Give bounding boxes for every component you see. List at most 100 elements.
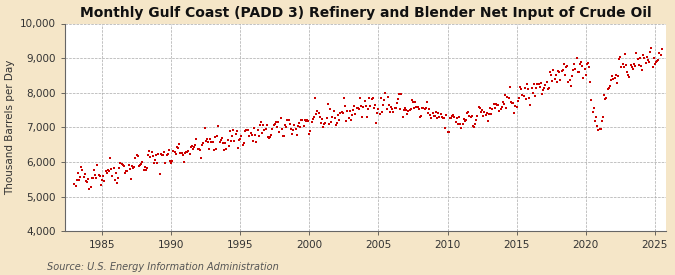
Point: [471, 118, 482, 123]
Point: [169, 150, 180, 154]
Point: [148, 161, 159, 166]
Point: [656, 46, 667, 51]
Point: [300, 119, 311, 123]
Point: [95, 173, 105, 178]
Point: [344, 109, 355, 113]
Point: [307, 117, 318, 122]
Point: [478, 113, 489, 118]
Point: [95, 182, 106, 187]
Point: [610, 73, 621, 77]
Point: [197, 143, 208, 148]
Point: [294, 121, 304, 125]
Point: [468, 124, 479, 128]
Point: [620, 63, 631, 68]
Point: [446, 116, 456, 120]
Point: [558, 68, 568, 72]
Point: [244, 134, 255, 139]
Point: [126, 177, 136, 181]
Point: [289, 123, 300, 127]
Point: [470, 122, 481, 126]
Point: [327, 115, 338, 119]
Point: [248, 126, 259, 131]
Point: [402, 112, 412, 116]
Point: [111, 171, 122, 175]
Point: [479, 109, 490, 114]
Point: [593, 128, 604, 133]
Point: [191, 137, 202, 142]
Point: [652, 59, 663, 63]
Point: [132, 154, 143, 158]
Point: [570, 67, 580, 71]
Point: [370, 103, 381, 107]
Point: [566, 84, 576, 88]
Point: [308, 115, 319, 119]
Point: [320, 121, 331, 125]
Point: [194, 147, 205, 151]
Point: [571, 56, 582, 60]
Point: [554, 70, 565, 74]
Point: [220, 141, 231, 145]
Point: [217, 136, 227, 140]
Point: [546, 73, 557, 78]
Point: [312, 109, 323, 113]
Point: [651, 60, 661, 65]
Point: [392, 101, 402, 106]
Point: [543, 86, 554, 90]
Point: [416, 114, 427, 118]
Point: [350, 112, 361, 117]
Point: [199, 126, 210, 130]
Point: [341, 119, 352, 123]
Title: Monthly Gulf Coast (PADD 3) Refinery and Blender Net Input of Crude Oil: Monthly Gulf Coast (PADD 3) Refinery and…: [80, 6, 651, 20]
Point: [643, 57, 653, 62]
Point: [183, 148, 194, 153]
Point: [475, 109, 486, 114]
Point: [252, 128, 263, 132]
Point: [174, 141, 185, 146]
Point: [121, 169, 132, 173]
Point: [155, 151, 166, 156]
Point: [501, 106, 512, 110]
Point: [260, 127, 271, 132]
Point: [198, 141, 209, 145]
Point: [75, 175, 86, 180]
Point: [516, 87, 526, 92]
Point: [616, 65, 627, 69]
Point: [637, 67, 647, 72]
Point: [405, 107, 416, 111]
Point: [564, 78, 575, 82]
Point: [387, 106, 398, 111]
Point: [548, 68, 559, 72]
Point: [514, 85, 525, 89]
Point: [395, 107, 406, 112]
Point: [288, 128, 298, 133]
Point: [366, 97, 377, 101]
Point: [494, 109, 505, 114]
Point: [413, 107, 424, 111]
Point: [576, 60, 587, 64]
Point: [325, 107, 335, 112]
Point: [421, 106, 431, 110]
Point: [423, 110, 433, 115]
Point: [123, 163, 134, 167]
Point: [235, 137, 246, 142]
Point: [205, 137, 216, 141]
Point: [98, 174, 109, 178]
Point: [510, 103, 521, 108]
Point: [519, 86, 530, 91]
Point: [107, 174, 118, 178]
Point: [527, 91, 538, 95]
Point: [597, 118, 608, 123]
Point: [535, 85, 545, 90]
Point: [435, 111, 446, 116]
Point: [296, 118, 306, 122]
Point: [466, 113, 477, 118]
Point: [372, 111, 383, 115]
Point: [93, 173, 104, 177]
Point: [612, 81, 622, 85]
Point: [329, 116, 340, 120]
Point: [464, 114, 475, 119]
Point: [207, 140, 218, 144]
Point: [331, 123, 342, 127]
Point: [448, 112, 459, 117]
Point: [362, 115, 373, 119]
